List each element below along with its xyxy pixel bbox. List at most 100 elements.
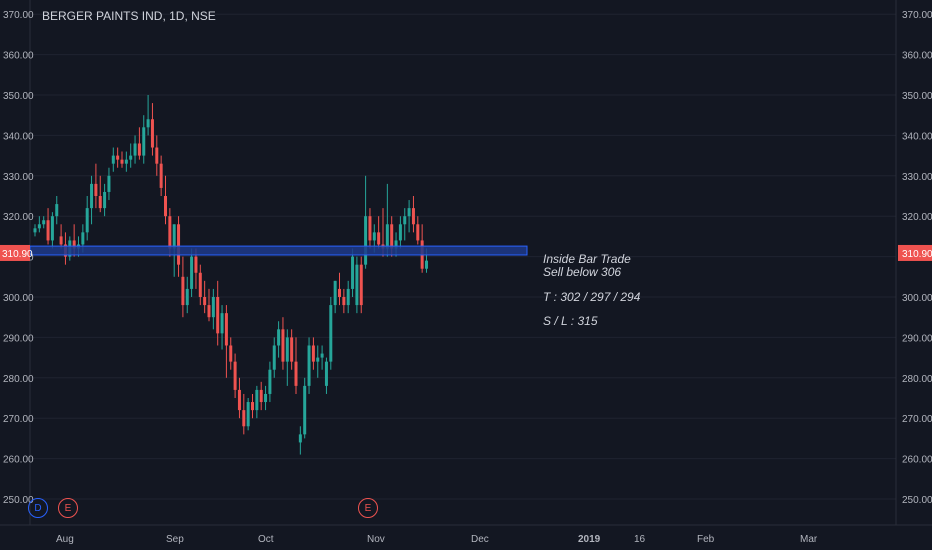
candle-body[interactable] (164, 196, 167, 217)
candle-body[interactable] (59, 236, 63, 245)
y-tick-label-left: 270.00 (3, 414, 34, 425)
candle-body[interactable] (233, 361, 237, 390)
candle-body[interactable] (272, 345, 276, 370)
y-tick-label-left: 320.00 (3, 212, 34, 223)
candle-body[interactable] (55, 204, 59, 217)
candle-body[interactable] (159, 163, 163, 188)
support-zone[interactable] (29, 245, 528, 256)
candle-body[interactable] (324, 361, 328, 386)
candle-body[interactable] (98, 196, 102, 209)
candle-body[interactable] (294, 361, 298, 386)
candle-body[interactable] (277, 329, 281, 346)
candle-body[interactable] (338, 288, 341, 297)
candle-body[interactable] (390, 224, 394, 249)
candle-body[interactable] (124, 159, 128, 164)
candle-body[interactable] (133, 143, 137, 156)
candle-body[interactable] (72, 240, 76, 249)
candle-body[interactable] (377, 232, 381, 245)
candle-body[interactable] (307, 345, 311, 386)
candle-body[interactable] (46, 220, 50, 241)
candle-body[interactable] (103, 191, 107, 209)
candle-body[interactable] (107, 175, 111, 192)
candle-body[interactable] (220, 313, 224, 334)
candle-body[interactable] (172, 224, 176, 249)
candle-body[interactable] (198, 272, 202, 297)
candle-body[interactable] (281, 329, 285, 362)
candle-body[interactable] (50, 216, 54, 241)
price-badge-left (0, 244, 30, 261)
candle-body[interactable] (251, 402, 254, 411)
candle-body[interactable] (368, 216, 372, 241)
earnings-event-icon[interactable]: E (58, 498, 78, 518)
earnings-event-icon[interactable]: E (358, 498, 378, 518)
candle-body[interactable] (298, 434, 302, 443)
candle-body[interactable] (185, 288, 189, 306)
candle-body[interactable] (190, 256, 194, 289)
candle-body[interactable] (203, 297, 207, 306)
candle-body[interactable] (346, 288, 350, 306)
candle-body[interactable] (255, 389, 259, 411)
candle-body[interactable] (120, 159, 124, 164)
candle-body[interactable] (403, 216, 407, 225)
candle-body[interactable] (211, 297, 215, 318)
candle-body[interactable] (246, 402, 250, 427)
x-tick-label: 2019 (578, 534, 601, 545)
candle-body[interactable] (264, 393, 268, 403)
candle-body[interactable] (129, 155, 133, 160)
candle-body[interactable] (90, 183, 94, 209)
candle-body[interactable] (177, 224, 181, 265)
candle-body[interactable] (150, 119, 154, 148)
candle-body[interactable] (229, 345, 233, 362)
candle-body[interactable] (311, 345, 315, 362)
candle-body[interactable] (111, 155, 115, 164)
candle-body[interactable] (416, 224, 420, 241)
dividend-event-icon[interactable]: D (28, 498, 48, 518)
annotation-entry: Sell below 306 (543, 265, 622, 279)
candle-body[interactable] (168, 216, 172, 249)
candle-body[interactable] (42, 220, 46, 225)
candle-body[interactable] (316, 357, 320, 362)
candle-body[interactable] (394, 240, 398, 249)
candle-body[interactable] (320, 353, 324, 358)
candle-body[interactable] (333, 280, 337, 306)
candle-body[interactable] (216, 297, 220, 334)
candle-body[interactable] (94, 183, 98, 196)
candle-body[interactable] (207, 305, 211, 318)
candle-body[interactable] (181, 276, 185, 306)
candle-body[interactable] (303, 385, 307, 435)
x-tick-label: Sep (166, 534, 184, 545)
candle-body[interactable] (364, 216, 368, 265)
candle-body[interactable] (37, 224, 41, 229)
candle-body[interactable] (351, 256, 355, 289)
candle-body[interactable] (116, 155, 120, 160)
candle-body[interactable] (194, 256, 198, 273)
candle-body[interactable] (242, 410, 246, 427)
candle-body[interactable] (407, 208, 411, 217)
candle-body[interactable] (372, 232, 376, 241)
candle-body[interactable] (359, 264, 363, 306)
candle-body[interactable] (33, 228, 37, 233)
candle-body[interactable] (342, 297, 346, 306)
candle-body[interactable] (329, 305, 333, 362)
symbol-title[interactable]: BERGER PAINTS IND, 1D, NSE (42, 9, 216, 23)
candle-body[interactable] (146, 119, 150, 128)
y-tick-label-left: 360.00 (3, 51, 34, 62)
candle-body[interactable] (224, 313, 228, 346)
candle-body[interactable] (237, 389, 241, 411)
y-tick-label-left: 250.00 (3, 495, 34, 506)
candle-body[interactable] (85, 208, 89, 233)
candle-body[interactable] (385, 224, 389, 249)
candle-body[interactable] (425, 260, 428, 269)
candle-body[interactable] (155, 147, 159, 164)
candle-body[interactable] (398, 224, 402, 241)
candle-body[interactable] (137, 143, 141, 156)
candle-body[interactable] (290, 337, 294, 362)
candle-body[interactable] (285, 337, 289, 362)
candle-body[interactable] (142, 127, 146, 156)
candle-body[interactable] (259, 389, 263, 403)
candle-body[interactable] (268, 369, 272, 394)
candle-body[interactable] (411, 208, 415, 225)
candle-body[interactable] (355, 264, 359, 306)
candle-body[interactable] (81, 232, 85, 245)
